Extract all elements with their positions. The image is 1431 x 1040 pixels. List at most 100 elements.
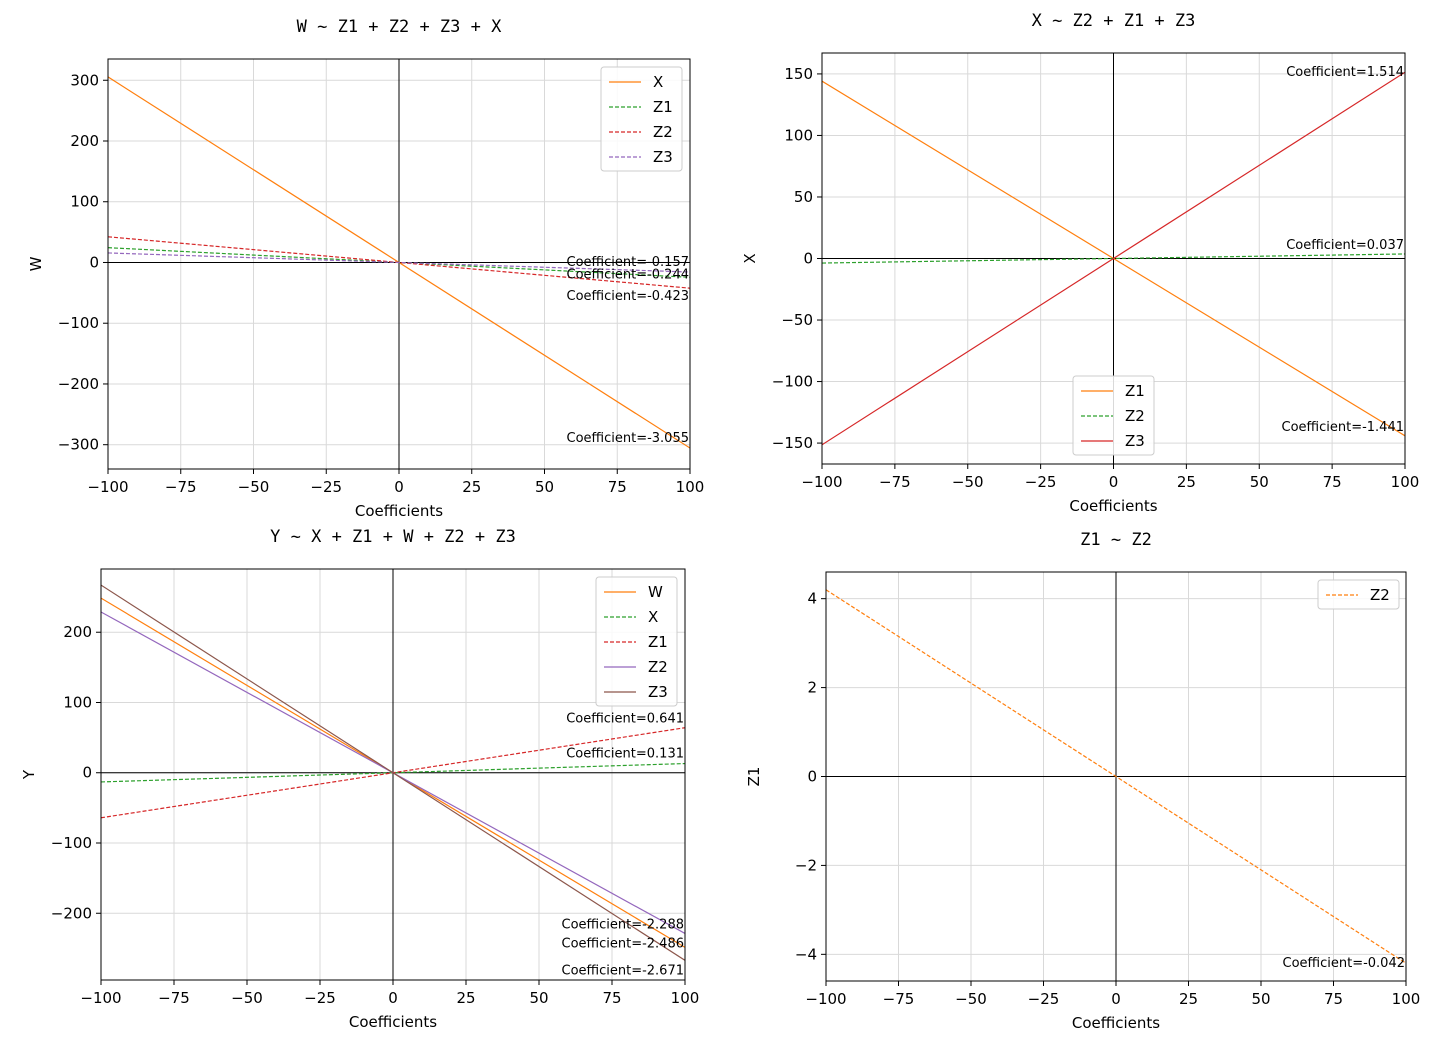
- series-line-z3: [108, 252, 690, 273]
- x-tick-label: 50: [529, 989, 548, 1007]
- x-tick-label: −100: [80, 989, 121, 1007]
- y-tick-label: 200: [63, 623, 92, 641]
- x-tick-label: 50: [1251, 990, 1270, 1008]
- x-tick-label: 100: [1391, 473, 1420, 491]
- x-tick-label: −50: [952, 473, 984, 491]
- series-line-x: [101, 762, 685, 783]
- coefficient-annotation: Coefficient=-0.157: [567, 255, 690, 270]
- series-group: [826, 589, 1406, 964]
- x-tick-label: 100: [671, 989, 700, 1007]
- x-tick-label: −50: [231, 989, 263, 1007]
- series-line-z3: [822, 71, 1405, 446]
- legend-label: X: [648, 608, 658, 626]
- chart-title: Z1 ~ Z2: [1080, 530, 1152, 550]
- x-tick-label: 100: [1392, 990, 1421, 1008]
- x-axis-label: Coefficients: [355, 502, 443, 520]
- y-tick-label: 100: [70, 193, 99, 211]
- legend-label: Z2: [1370, 586, 1390, 604]
- y-tick-label: 200: [70, 132, 99, 150]
- x-tick-label: 0: [394, 478, 404, 496]
- legend-box: [1072, 375, 1155, 456]
- coefficient-annotation: Coefficient=-0.244: [567, 267, 690, 282]
- coefficient-annotation: Coefficient=-3.055: [567, 431, 690, 446]
- coefficient-annotation: Coefficient=-1.441: [1282, 420, 1405, 435]
- chart-title: Y ~ X + Z1 + W + Z2 + Z3: [270, 527, 516, 547]
- y-tick-label: 100: [63, 693, 92, 711]
- y-tick-label: 100: [784, 126, 813, 144]
- subplot-z1-regression: −100 −75 −50 −25 0 25 50 75 100 4 2 0 −2 −4 Z1 ~ Z2 Coe…: [745, 530, 1420, 1032]
- y-tick-label: 0: [82, 764, 92, 782]
- legend-box: [600, 66, 683, 172]
- legend-label: Z2: [1125, 407, 1145, 425]
- y-tick-label: −100: [51, 834, 92, 852]
- y-tick-label: −200: [51, 904, 92, 922]
- coefficient-annotation: Coefficient=-0.423: [567, 289, 690, 304]
- series-line-z2: [108, 236, 690, 289]
- x-tick-label: 50: [535, 478, 554, 496]
- legend-label: W: [648, 583, 663, 601]
- y-tick-label: −50: [781, 311, 813, 329]
- legend-label: Z3: [653, 148, 673, 166]
- x-tick-label: −75: [879, 473, 911, 491]
- x-tick-label: 75: [1323, 473, 1342, 491]
- subplot-x-regression: −100 −75 −50 −25 0 25 50 75 100 150 100 50 0 −50 −100 −…: [741, 11, 1419, 515]
- y-tick-label: 0: [803, 250, 813, 268]
- y-axis-label: X: [741, 253, 759, 263]
- x-tick-label: −25: [310, 478, 342, 496]
- legend: WX Z1 Z2 Z3: [595, 576, 678, 707]
- x-tick-label: 75: [1324, 990, 1343, 1008]
- x-tick-label: −25: [304, 989, 336, 1007]
- y-tick-label: 0: [807, 768, 817, 786]
- y-tick-label: −4: [795, 945, 817, 963]
- x-tick-label: −100: [805, 990, 846, 1008]
- legend: Z2: [1317, 579, 1400, 610]
- y-axis-label: W: [27, 256, 45, 271]
- x-tick-label: −100: [801, 473, 842, 491]
- coefficient-annotation: Coefficient=0.641: [566, 712, 684, 727]
- x-tick-label: 50: [1250, 473, 1269, 491]
- y-tick-label: −100: [772, 373, 813, 391]
- x-tick-label: −75: [165, 478, 197, 496]
- series-group: [101, 584, 685, 961]
- x-tick-label: −50: [238, 478, 270, 496]
- chart-title: X ~ Z2 + Z1 + Z3: [1032, 11, 1196, 31]
- x-tick-label: 25: [1177, 473, 1196, 491]
- x-axis-label: Coefficients: [349, 1013, 437, 1031]
- coefficient-annotation: Coefficient=0.131: [566, 747, 684, 762]
- x-tick-label: 100: [676, 478, 705, 496]
- y-axis-label: Z1: [745, 767, 763, 787]
- legend-label: Z3: [648, 683, 668, 701]
- series-group: [108, 76, 690, 449]
- coefficient-annotation: Coefficient=0.037: [1286, 238, 1404, 253]
- y-tick-label: 0: [89, 253, 99, 271]
- x-tick-label: −75: [883, 990, 915, 1008]
- x-tick-label: −50: [955, 990, 987, 1008]
- legend-label: Z2: [648, 658, 668, 676]
- legend-label: Z1: [648, 633, 668, 651]
- subplot-y-regression: −100 −75 −50 −25 0 25 50 75 100 200 100 0 −100 −200 Y …: [20, 527, 699, 1031]
- y-tick-label: 150: [784, 65, 813, 83]
- legend-label: Z1: [653, 98, 673, 116]
- y-tick-label: −100: [58, 314, 99, 332]
- legend: Z1 Z2 Z3: [1072, 375, 1155, 456]
- x-axis-label: Coefficients: [1072, 1014, 1160, 1032]
- x-tick-label: 0: [1109, 473, 1119, 491]
- coefficient-annotation: Coefficient=-2.486: [562, 936, 685, 951]
- y-tick-label: −2: [795, 856, 817, 874]
- x-tick-label: 0: [388, 989, 398, 1007]
- series-line-z2: [826, 589, 1406, 964]
- x-tick-label: 0: [1111, 990, 1121, 1008]
- y-axis-label: Y: [20, 769, 38, 780]
- x-tick-label: 25: [456, 989, 475, 1007]
- legend-label: X: [653, 73, 663, 91]
- series-line-z3: [101, 584, 685, 961]
- legend: X Z1 Z2 Z3: [600, 66, 683, 172]
- coefficient-annotation: Coefficient=-0.042: [1283, 956, 1406, 971]
- x-tick-label: 25: [1179, 990, 1198, 1008]
- y-tick-label: −150: [772, 434, 813, 452]
- subplot-w-regression: −100 −75 −50 −25 0 25 50 75 100 300 200 100 0 −100 −20…: [27, 17, 704, 520]
- y-tick-label: −200: [58, 375, 99, 393]
- x-tick-label: −75: [158, 989, 190, 1007]
- y-tick-label: 2: [807, 679, 817, 697]
- x-tick-label: 75: [602, 989, 621, 1007]
